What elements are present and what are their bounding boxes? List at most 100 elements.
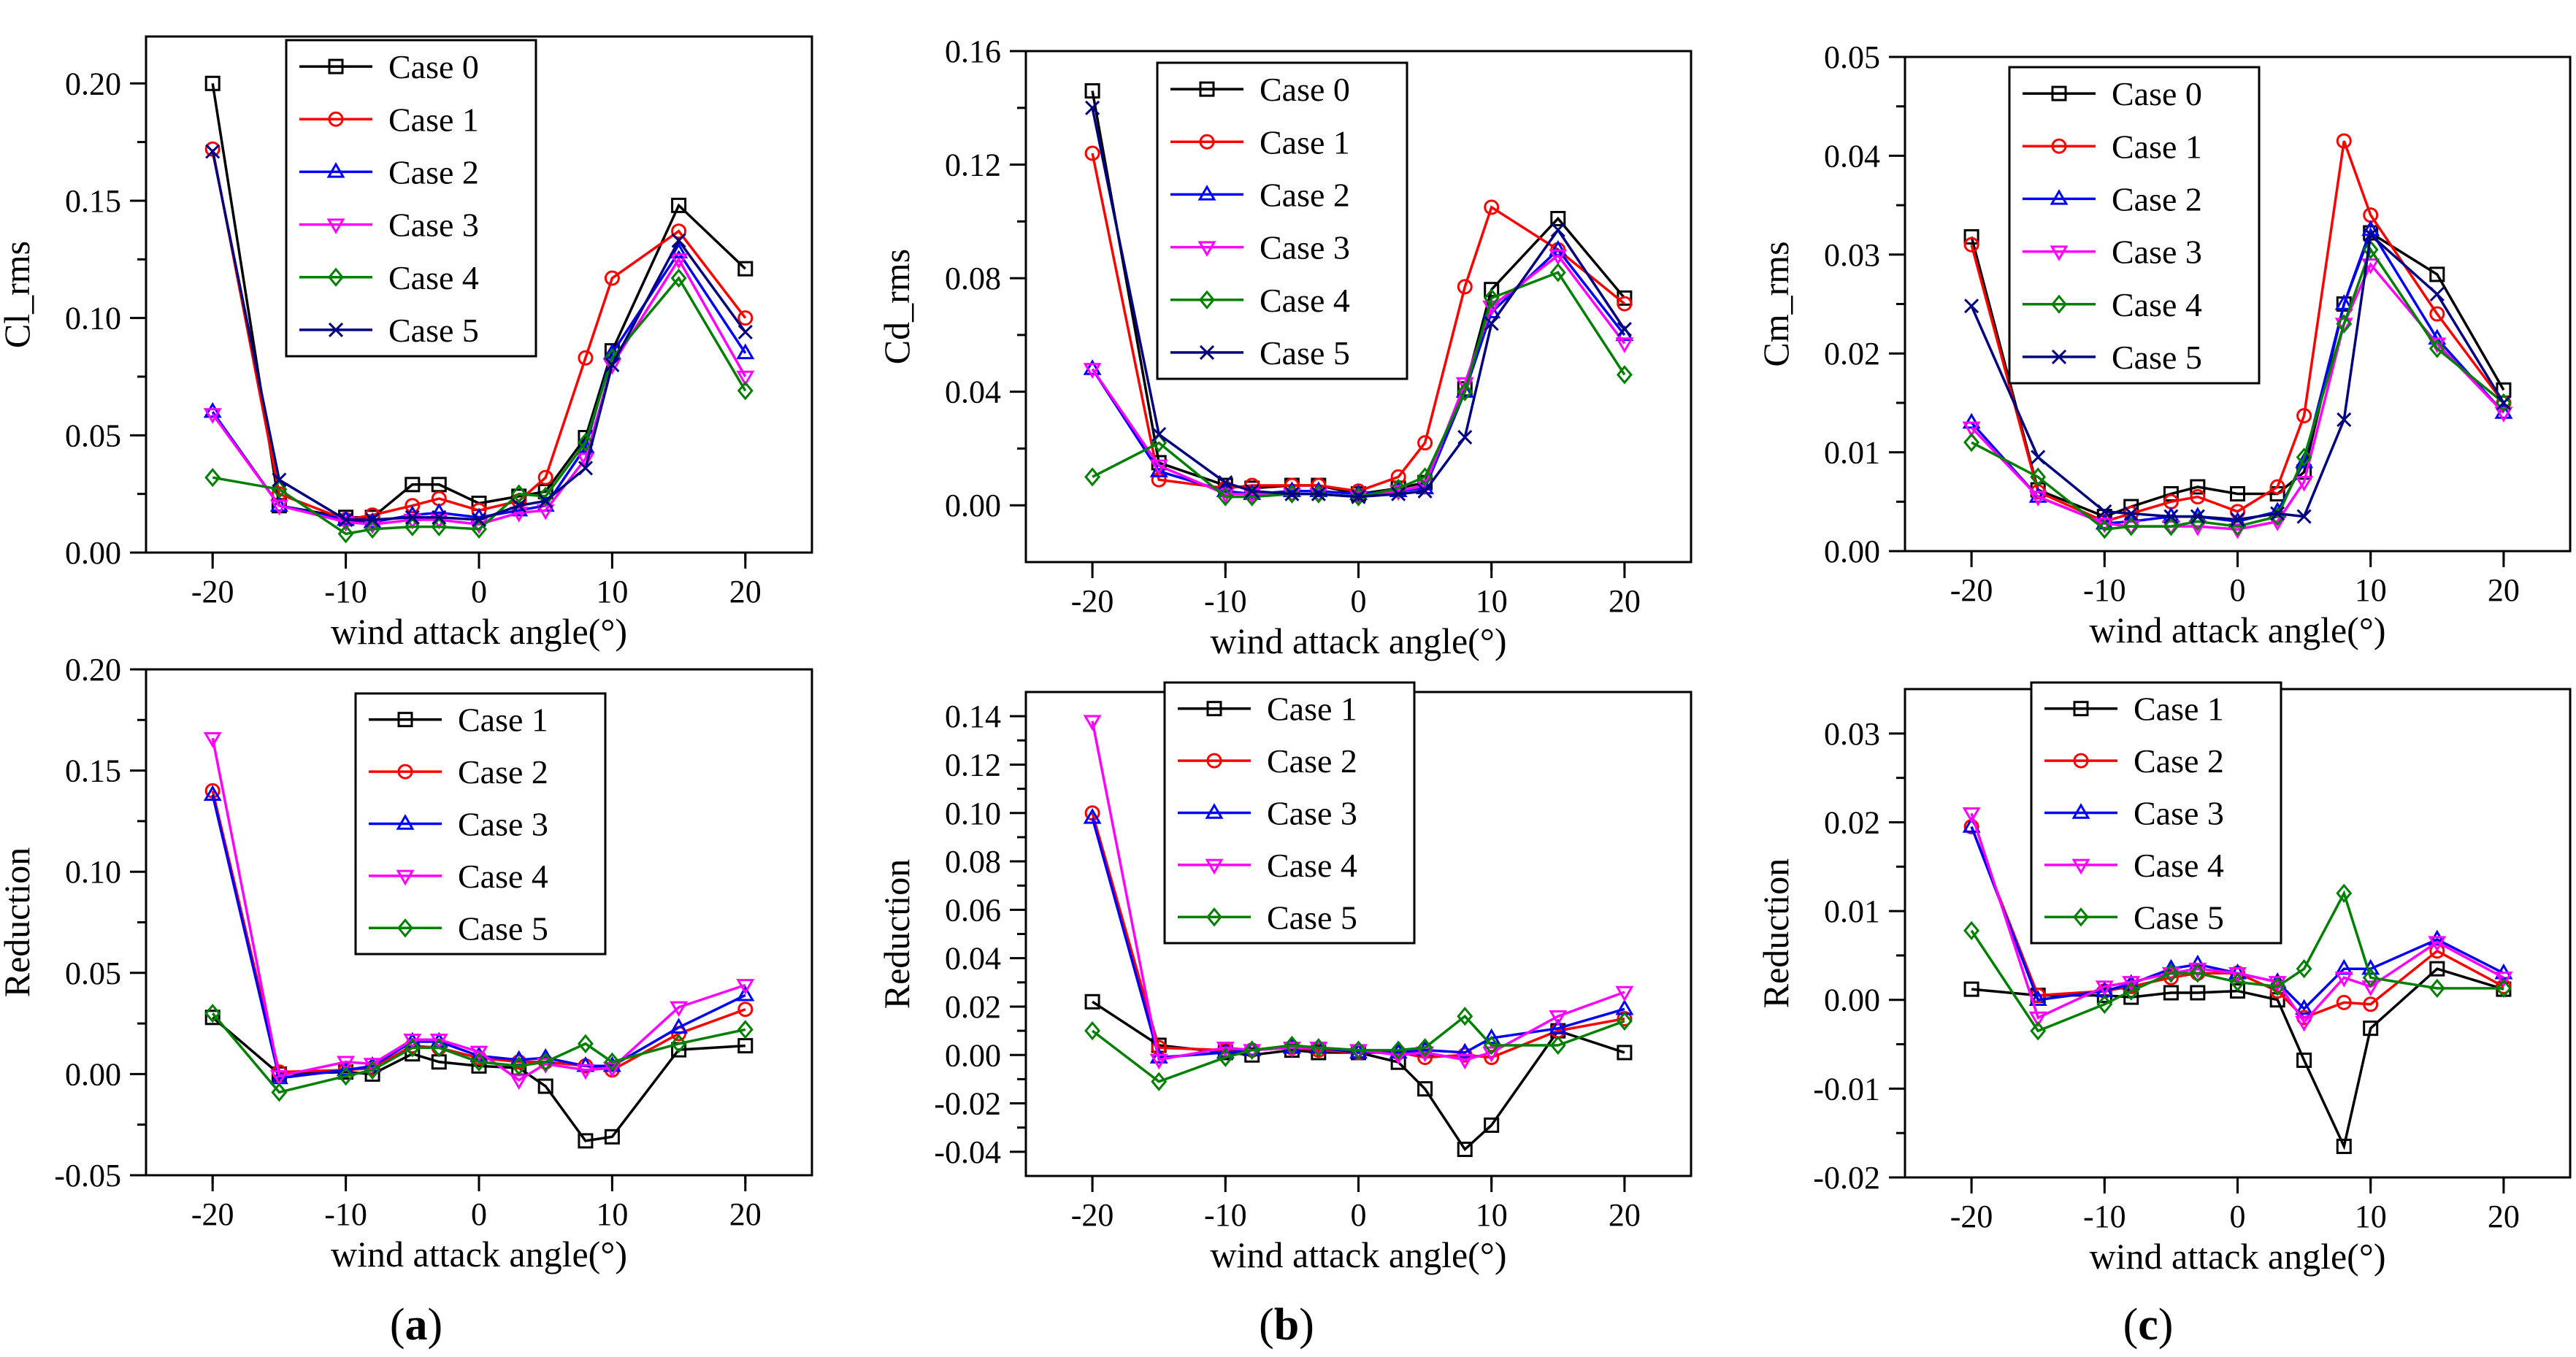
x-axis-title: wind attack angle(°)	[2090, 610, 2386, 650]
legend-label: Case 0	[388, 48, 479, 85]
data-point	[736, 370, 755, 387]
y-tick-label: 0.10	[945, 796, 1001, 831]
legend-marker	[2071, 858, 2090, 875]
y-tick-label: 0.02	[1824, 804, 1880, 840]
legend-label: Case 0	[2112, 75, 2202, 112]
x-tick-label: 0	[471, 1196, 487, 1232]
data-point	[1484, 282, 1500, 298]
chart-cd-reduction: -20 -10 0 10 20 -0.04 -0.02 0.00 0.02 0.04 0.06 0.0…	[876, 681, 1693, 1275]
legend-marker	[397, 918, 413, 938]
data-point	[2123, 981, 2139, 1001]
legend-marker	[397, 764, 413, 780]
chart-cm-reduction: -20 -10 0 10 20 -0.02 -0.01 0.00 0.01 0.02 0.03 win…	[1755, 681, 2572, 1277]
data-point	[1417, 1038, 1433, 1058]
x-tick-label: 0	[2230, 572, 2246, 608]
data-point	[2336, 994, 2352, 1010]
y-tick-label: 0.15	[65, 183, 121, 219]
y-tick-label: 0.01	[1824, 893, 1880, 929]
data-point	[1149, 459, 1168, 476]
data-point	[2495, 978, 2512, 999]
data-point	[1244, 483, 1260, 499]
data-point	[1483, 288, 1500, 308]
data-point	[2228, 966, 2247, 983]
data-point	[2334, 318, 2353, 334]
data-point	[429, 1034, 448, 1050]
data-point	[1216, 1042, 1235, 1058]
x-tick-label: 20	[729, 1196, 762, 1232]
x-tick-label: -20	[191, 574, 234, 610]
data-point	[1962, 421, 1981, 438]
data-point	[2494, 972, 2513, 988]
data-point	[2494, 407, 2513, 423]
y-tick-label: 0.04	[945, 374, 1001, 410]
legend-label: Case 4	[2134, 847, 2224, 884]
x-tick-label: 10	[2355, 1199, 2387, 1234]
data-point	[1615, 985, 1634, 1002]
data-point	[1615, 337, 1634, 353]
legend-marker	[1206, 701, 1222, 717]
x-tick-label: -20	[1950, 572, 1993, 608]
data-point	[2096, 520, 2113, 539]
legend-label: Case 5	[2112, 339, 2202, 376]
data-point	[1550, 210, 1566, 226]
data-point	[1084, 145, 1100, 161]
data-point	[1217, 1047, 1234, 1067]
data-point	[1549, 1018, 1568, 1035]
data-point	[1617, 296, 1633, 312]
legend-label: Case 2	[458, 753, 548, 791]
data-point	[2030, 467, 2047, 487]
y-tick-label: 0.04	[945, 941, 1001, 977]
data-point	[1417, 1081, 1433, 1097]
series-line	[212, 1016, 745, 1142]
legend-label: Case 2	[2134, 742, 2224, 780]
series-case-1	[1084, 993, 1633, 1158]
series-line	[1970, 890, 2504, 1033]
legend-label: Case 1	[1267, 691, 1357, 728]
legend-label: Case 2	[2112, 180, 2202, 218]
data-point	[337, 1066, 354, 1086]
data-point	[2163, 964, 2180, 983]
y-tick-label: 0.00	[1824, 983, 1880, 1018]
x-tick-label: 10	[596, 574, 628, 610]
data-point	[269, 499, 288, 516]
data-point	[1391, 486, 1406, 501]
data-point	[1149, 1053, 1168, 1070]
data-point	[204, 1004, 221, 1023]
data-point	[405, 498, 421, 514]
chart-cl-reduction: -20 -10 0 10 20 -0.05 0.00 0.05 0.10 0.15 0.20 wind…	[0, 652, 813, 1275]
data-point	[737, 1038, 754, 1054]
data-point	[1617, 1045, 1633, 1061]
data-point	[2229, 972, 2246, 992]
y-tick-label: 0.03	[1824, 716, 1880, 752]
data-point	[1084, 82, 1100, 99]
data-point	[1243, 1040, 1260, 1060]
y-tick-label: -0.04	[934, 1134, 1001, 1170]
y-axis-title: Reduction	[0, 847, 37, 998]
legend-marker	[2073, 701, 2089, 717]
data-point	[537, 1052, 554, 1072]
x-tick-label: 20	[1609, 1197, 1641, 1233]
legend-label: Case 5	[2134, 899, 2224, 936]
data-point	[2230, 512, 2245, 527]
data-point	[537, 486, 554, 507]
data-point	[431, 1038, 448, 1058]
legend-box	[285, 39, 537, 358]
y-tick-label: 0.00	[945, 488, 1001, 523]
x-tick-label: -20	[1071, 1197, 1114, 1233]
data-point	[576, 453, 595, 469]
x-tick-label: 20	[2488, 1199, 2520, 1234]
y-tick-label: 0.04	[1824, 138, 1880, 174]
x-axis-title: wind attack angle(°)	[1211, 620, 1507, 661]
legend-marker	[2050, 189, 2069, 205]
x-tick-label: -10	[1204, 1197, 1247, 1233]
data-point	[578, 1133, 594, 1149]
data-point	[2494, 403, 2513, 419]
y-tick-label: -0.05	[54, 1158, 121, 1193]
data-point	[1484, 316, 1499, 331]
data-point	[1457, 382, 1473, 401]
data-point	[1349, 491, 1368, 507]
legend-box	[1156, 61, 1408, 380]
x-tick-label: -20	[1950, 1199, 1993, 1234]
legend: Case 0 Case 1 Case 2 Case 3 Case 4 Case 5	[285, 39, 537, 358]
data-point	[537, 469, 553, 485]
